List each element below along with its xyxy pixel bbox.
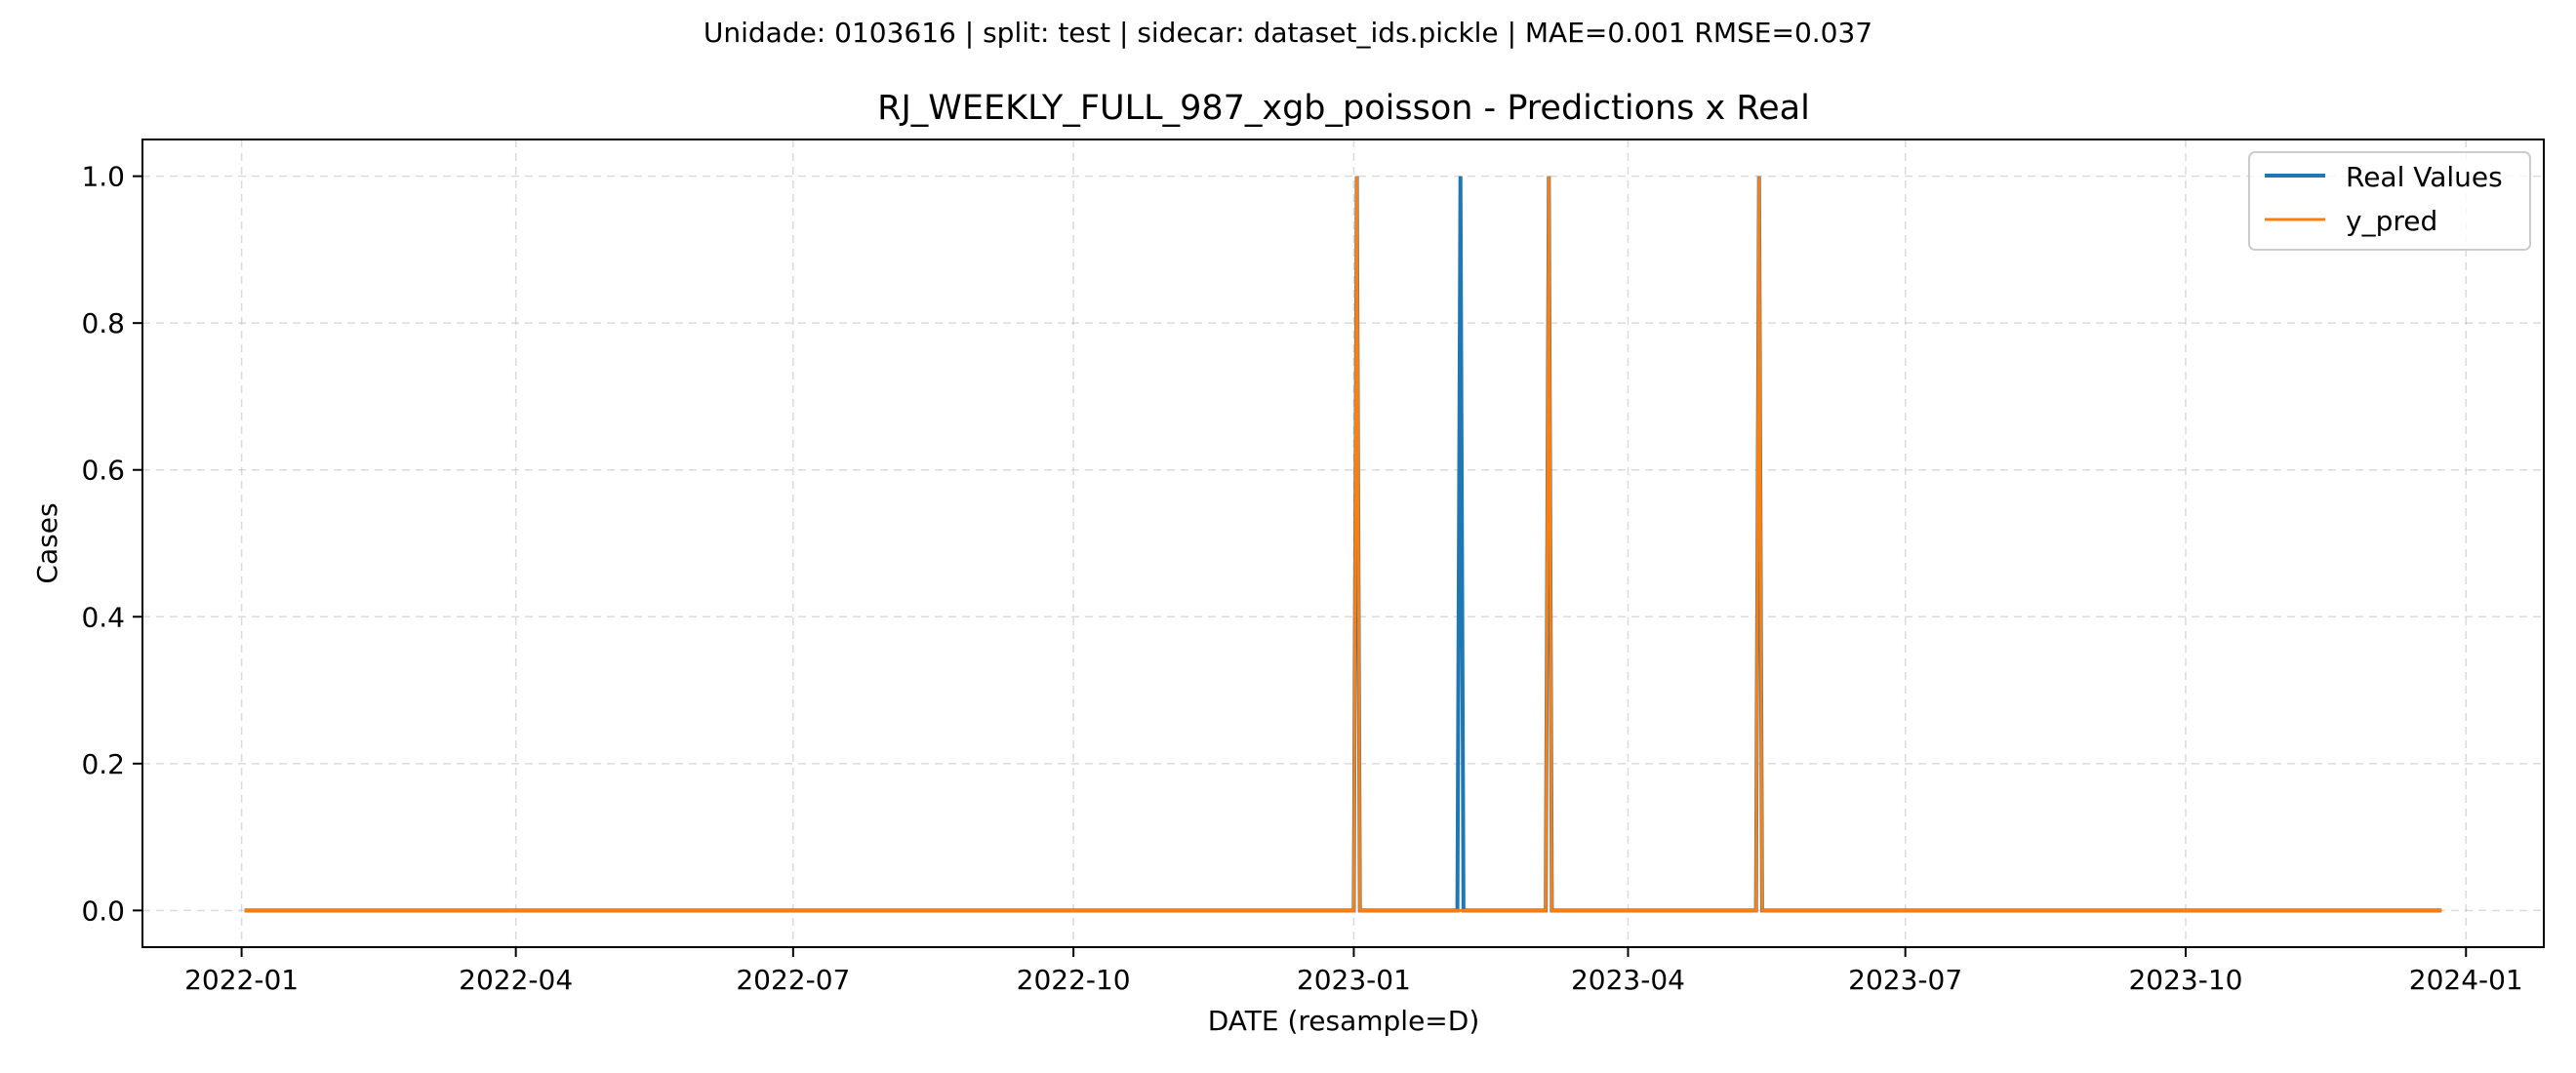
series-line-real xyxy=(244,176,2442,913)
chart-suptitle: Unidade: 0103616 | split: test | sidecar… xyxy=(704,17,1872,49)
x-axis-label: DATE (resample=D) xyxy=(1208,1005,1480,1037)
x-tick-label: 2022-07 xyxy=(736,964,850,996)
legend: Real Values y_pred xyxy=(2248,151,2531,251)
x-tick-label: 2022-01 xyxy=(184,964,299,996)
y-axis: 0.0 0.2 0.4 0.6 0.8 1.0 xyxy=(81,161,142,927)
y-tick-label: 0.4 xyxy=(81,601,125,633)
legend-label-pred: y_pred xyxy=(2346,205,2437,237)
legend-label-real: Real Values xyxy=(2346,161,2503,193)
x-tick-label: 2024-01 xyxy=(2409,964,2523,996)
y-tick-label: 0.0 xyxy=(81,894,125,927)
y-axis-label: Cases xyxy=(31,502,63,583)
y-tick-label: 1.0 xyxy=(81,161,125,193)
x-tick-label: 2023-10 xyxy=(2128,964,2242,996)
x-tick-label: 2022-04 xyxy=(459,964,573,996)
y-tick-label: 0.6 xyxy=(81,455,125,487)
series-line-pred xyxy=(244,176,2442,912)
y-tick-label: 0.2 xyxy=(81,748,125,780)
y-tick-label: 0.8 xyxy=(81,307,125,339)
series-lines xyxy=(244,176,2442,913)
plot-frame xyxy=(141,139,2545,948)
x-tick-label: 2023-01 xyxy=(1297,964,1411,996)
chart-title: RJ_WEEKLY_FULL_987_xgb_poisson - Predict… xyxy=(877,89,1810,128)
x-tick-label: 2022-10 xyxy=(1017,964,1131,996)
x-tick-label: 2023-07 xyxy=(1848,964,1962,996)
x-axis: 2022-01 2022-04 2022-07 2022-10 2023-01 2023-… xyxy=(184,947,2523,996)
grid-lines xyxy=(142,139,2544,947)
x-tick-label: 2023-04 xyxy=(1571,964,1685,996)
